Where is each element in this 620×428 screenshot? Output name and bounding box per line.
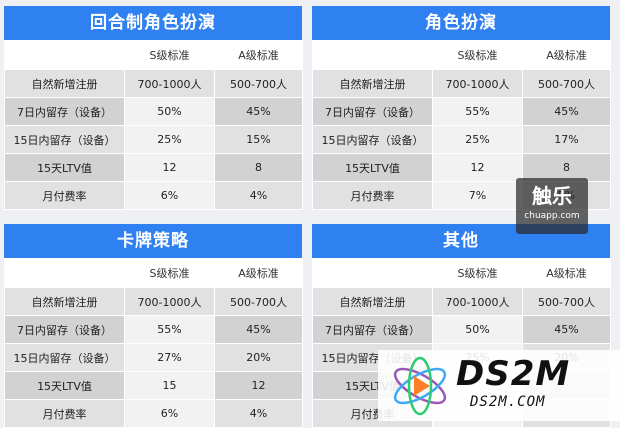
a-value: 500-700人 <box>522 287 611 316</box>
a-value: 8 <box>522 153 611 182</box>
row-label: 15日内留存（设备） <box>312 125 433 154</box>
header-a-grade: A级标准 <box>214 40 303 70</box>
ds2m-name: DS2M <box>456 354 571 394</box>
table-row: 15天LTV值 12 8 <box>4 153 303 182</box>
s-value: 50% <box>432 315 523 344</box>
s-value: 700-1000人 <box>124 287 215 316</box>
chuapp-watermark: 触乐 chuapp.com <box>516 178 588 234</box>
a-value: 20% <box>214 343 303 372</box>
s-value: 700-1000人 <box>432 69 523 98</box>
a-value: 45% <box>214 315 303 344</box>
row-label: 月付费率 <box>4 181 125 210</box>
header-a-grade: A级标准 <box>522 258 611 288</box>
a-value: 12 <box>214 371 303 400</box>
a-value: 45% <box>214 97 303 126</box>
panel-turn-based-rpg: 回合制角色扮演 S级标准 A级标准 自然新增注册 700-1000人 500-7… <box>4 6 303 210</box>
s-value: 25% <box>124 125 215 154</box>
a-value: 4% <box>214 399 303 428</box>
s-value: 25% <box>432 125 523 154</box>
row-label: 15天LTV值 <box>4 371 125 400</box>
table-row: 15日内留存（设备） 27% 20% <box>4 343 303 372</box>
row-label: 自然新增注册 <box>312 287 433 316</box>
a-value: 500-700人 <box>522 69 611 98</box>
header-a-grade: A级标准 <box>214 258 303 288</box>
row-label: 7日内留存（设备） <box>4 97 125 126</box>
header-s-grade: S级标准 <box>432 40 523 70</box>
header-row: S级标准 A级标准 <box>4 40 303 70</box>
header-s-grade: S级标准 <box>432 258 523 288</box>
chuapp-name: 触乐 <box>532 184 572 208</box>
header-empty <box>4 40 125 70</box>
table-row: 15天LTV值 15 12 <box>4 371 303 400</box>
atom-logo-icon <box>393 356 447 416</box>
table-row: 月付费率 6% 4% <box>4 181 303 210</box>
header-empty <box>312 258 433 288</box>
chuapp-url: chuapp.com <box>524 211 580 221</box>
table-row: 自然新增注册 700-1000人 500-700人 <box>4 287 303 316</box>
s-value: 15 <box>124 371 215 400</box>
row-label: 7日内留存（设备） <box>312 315 433 344</box>
header-empty <box>312 40 433 70</box>
a-value: 8 <box>214 153 303 182</box>
row-label: 7日内留存（设备） <box>4 315 125 344</box>
header-row: S级标准 A级标准 <box>312 258 611 288</box>
s-value: 55% <box>432 97 523 126</box>
panel-card-strategy: 卡牌策略 S级标准 A级标准 自然新增注册 700-1000人 500-700人… <box>4 224 303 428</box>
row-label: 自然新增注册 <box>4 287 125 316</box>
panel-title: 卡牌策略 <box>4 224 302 258</box>
table-row: 月付费率 6% 4% <box>4 399 303 428</box>
header-s-grade: S级标准 <box>124 258 215 288</box>
s-value: 50% <box>124 97 215 126</box>
header-empty <box>4 258 125 288</box>
a-value: 4% <box>214 181 303 210</box>
header-s-grade: S级标准 <box>124 40 215 70</box>
s-value: 7% <box>432 181 523 210</box>
s-value: 6% <box>124 399 215 428</box>
s-value: 700-1000人 <box>432 287 523 316</box>
panel-title: 回合制角色扮演 <box>4 6 302 40</box>
table-row: 自然新增注册 700-1000人 500-700人 <box>4 69 303 98</box>
table-row: 自然新增注册 700-1000人 500-700人 <box>312 69 611 98</box>
table-row: 月付费率 7% 5% <box>312 181 611 210</box>
table-row: 7日内留存（设备） 55% 45% <box>4 315 303 344</box>
header-a-grade: A级标准 <box>522 40 611 70</box>
table-row: 自然新增注册 700-1000人 500-700人 <box>312 287 611 316</box>
row-label: 7日内留存（设备） <box>312 97 433 126</box>
row-label: 月付费率 <box>312 181 433 210</box>
a-value: 45% <box>522 97 611 126</box>
s-value: 55% <box>124 315 215 344</box>
standards-table: S级标准 A级标准 自然新增注册 700-1000人 500-700人 7日内留… <box>4 40 303 210</box>
header-row: S级标准 A级标准 <box>312 40 611 70</box>
s-value: 27% <box>124 343 215 372</box>
table-row: 7日内留存（设备） 50% 45% <box>312 315 611 344</box>
panel-rpg: 角色扮演 S级标准 A级标准 自然新增注册 700-1000人 500-700人… <box>312 6 611 210</box>
a-value: 17% <box>522 125 611 154</box>
row-label: 自然新增注册 <box>4 69 125 98</box>
ds2m-watermark: DS2M DS2M.COM <box>378 350 620 421</box>
s-value: 12 <box>124 153 215 182</box>
standards-table: S级标准 A级标准 自然新增注册 700-1000人 500-700人 7日内留… <box>312 40 611 210</box>
row-label: 月付费率 <box>4 399 125 428</box>
table-row: 7日内留存（设备） 55% 45% <box>312 97 611 126</box>
s-value: 6% <box>124 181 215 210</box>
row-label: 15天LTV值 <box>312 153 433 182</box>
a-value: 500-700人 <box>214 69 303 98</box>
table-row: 15日内留存（设备） 25% 17% <box>312 125 611 154</box>
a-value: 500-700人 <box>214 287 303 316</box>
table-row: 15日内留存（设备） 25% 15% <box>4 125 303 154</box>
panel-title: 角色扮演 <box>312 6 610 40</box>
standards-table: S级标准 A级标准 自然新增注册 700-1000人 500-700人 7日内留… <box>4 258 303 428</box>
row-label: 15日内留存（设备） <box>4 343 125 372</box>
ds2m-url: DS2M.COM <box>470 394 546 410</box>
header-row: S级标准 A级标准 <box>4 258 303 288</box>
table-row: 7日内留存（设备） 50% 45% <box>4 97 303 126</box>
s-value: 700-1000人 <box>124 69 215 98</box>
a-value: 15% <box>214 125 303 154</box>
row-label: 15天LTV值 <box>4 153 125 182</box>
row-label: 15日内留存（设备） <box>4 125 125 154</box>
a-value: 45% <box>522 315 611 344</box>
s-value: 12 <box>432 153 523 182</box>
row-label: 自然新增注册 <box>312 69 433 98</box>
